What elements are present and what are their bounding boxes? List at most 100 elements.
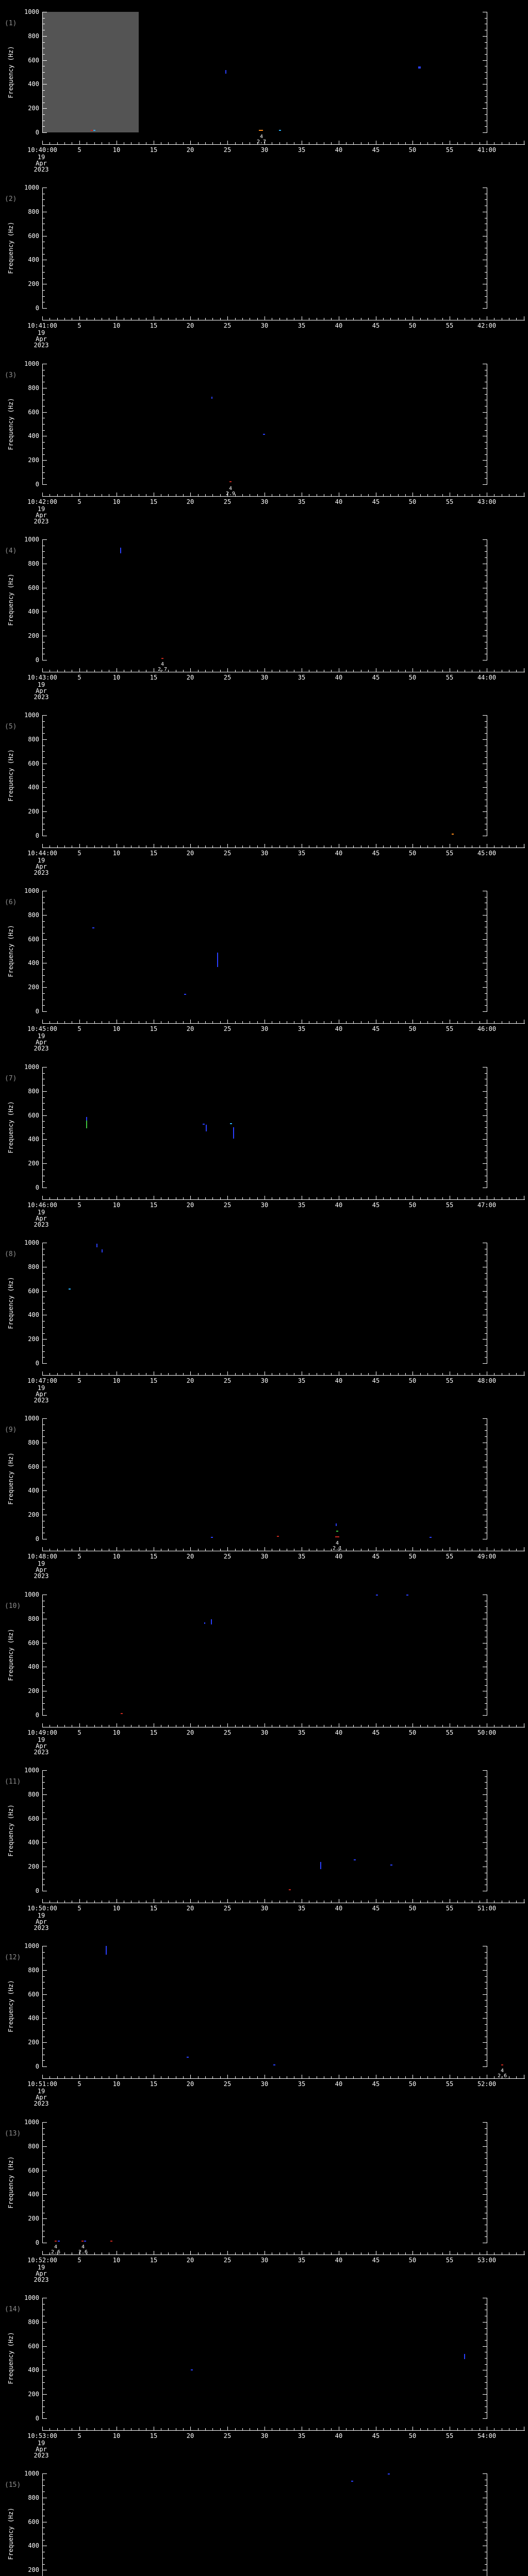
y-tick-right [485,1145,487,1146]
x-major-tick [42,2251,43,2255]
date-line: Apr [36,1918,47,1925]
x-minor-tick [442,494,443,496]
x-tick-label: 30 [260,146,269,154]
x-tick-label: 15 [150,1025,158,1032]
x-minor-tick [427,1901,428,1903]
y-tick [43,2406,45,2407]
x-major-tick [227,1371,228,1375]
x-minor-tick [57,494,58,496]
y-tick [43,1345,45,1346]
y-tick [43,1842,47,1843]
x-minor-tick [331,1549,332,1551]
x-minor-tick [64,318,65,320]
y-tick-right [485,793,487,794]
y-tick [43,1139,47,1140]
detection-mark-red [121,1713,123,1714]
x-minor-tick [383,2428,384,2430]
x-tick-label: 30 [260,850,269,857]
x-minor-tick [57,1901,58,1903]
x-minor-tick [279,1725,280,1727]
x-minor-tick [205,1549,206,1551]
y-tick-label: 200 [28,984,39,991]
x-tick-label: 50 [408,1025,417,1032]
y-tick-right [485,1472,487,1473]
detection-mark-blue [336,1523,337,1526]
y-tick [43,90,45,91]
y-tick [43,751,45,752]
x-minor-tick [331,2076,332,2078]
x-tick-label: 15 [150,1729,158,1736]
y-tick [43,1661,45,1662]
x-major-tick [190,844,191,848]
x-minor-tick [368,2428,369,2430]
x-tick-label: 45 [372,146,380,154]
x-minor-tick [427,2076,428,2078]
y-tick [43,739,47,740]
x-minor-tick [242,2076,243,2078]
x-tick-label: 50 [408,498,417,505]
y-tick-right [483,412,487,413]
frequency-axis-title: Frequency (Hz) [7,749,14,802]
panel-number-label: (4) [5,547,17,555]
y-tick-label: 200 [28,2215,39,2222]
date-line: Apr [36,2270,47,2277]
x-minor-tick [212,1725,213,1727]
x-minor-tick [257,142,258,144]
x-minor-tick [198,1549,199,1551]
detection-mark-blue [233,1127,234,1139]
x-tick-label: 5 [77,322,81,329]
y-tick-right [485,199,487,200]
y-tick-right [485,1309,487,1310]
panel-number-label: (9) [5,1426,17,1434]
date-line: 19 [37,857,45,864]
end-time-label: 48:00 [477,1377,497,1384]
x-minor-tick [205,1725,206,1727]
x-minor-tick [168,494,169,496]
y-tick-right [485,54,487,55]
y-tick-label: 400 [28,608,39,615]
x-minor-tick [94,1725,95,1727]
frequency-axis-title: Frequency (Hz) [7,2156,14,2209]
x-minor-tick [220,1549,221,1551]
y-axis-line [42,2122,43,2243]
date-line: Apr [36,687,47,694]
x-minor-tick [398,1373,399,1375]
frequency-axis-title: Frequency (Hz) [7,1452,14,1505]
y-tick [43,1606,45,1607]
y-tick [43,1812,45,1813]
x-minor-tick [368,1725,369,1727]
x-minor-tick [516,142,517,144]
y-tick [43,2322,47,2323]
y-tick-right [485,733,487,734]
date-line: Apr [36,2094,47,2101]
x-tick-label: 45 [372,1905,380,1912]
x-minor-tick [183,1901,184,1903]
y-tick-label: 1000 [24,1591,39,1598]
date-line: Apr [36,512,47,519]
detection-mark-orange [259,130,263,131]
x-minor-tick [457,670,458,672]
x-minor-tick [220,1725,221,1727]
x-minor-tick [168,318,169,320]
x-minor-tick [331,1901,332,1903]
start-time-label: 10:52:00 [27,2257,57,2264]
y-tick-right [485,1133,487,1134]
y-tick-right [485,1776,487,1777]
x-minor-tick [383,2076,384,2078]
y-tick [43,2564,45,2565]
y-tick-right [485,1697,487,1698]
y-tick-label: 800 [28,736,39,743]
x-tick-label: 10 [112,2080,121,2088]
x-minor-tick [198,670,199,672]
x-tick-label: 50 [408,1729,417,1736]
x-minor-tick [457,1725,458,1727]
panel-number-label: (8) [5,1250,17,1258]
x-tick-label: 25 [223,850,232,857]
y-tick [43,1151,45,1152]
y-tick [43,18,45,19]
x-major-tick [190,1196,191,1199]
detection-mark-blue [58,2241,60,2242]
detection-mark-blue [92,927,94,928]
y-tick-right [485,993,487,994]
frequency-axis-title: Frequency (Hz) [7,1804,14,1857]
